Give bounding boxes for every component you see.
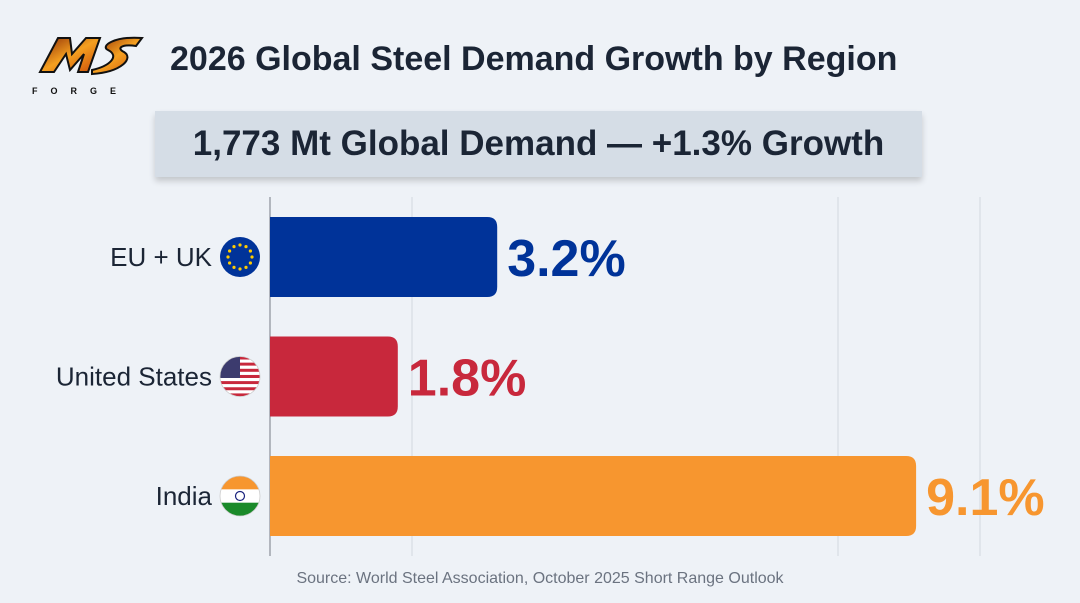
eu-flag-icon [220, 237, 260, 277]
flag-star [248, 261, 252, 265]
flag-body [220, 476, 260, 516]
category-label: United States [56, 362, 212, 392]
flag-star [238, 267, 242, 271]
flag-border [219, 475, 261, 517]
value-label: 3.2% [507, 230, 626, 288]
bar-india [270, 456, 917, 536]
svg-text:FORGE: FORGE [32, 86, 129, 96]
flag-canton [220, 356, 240, 378]
category-label: EU + UK [110, 242, 213, 272]
ms-forge-logo: FORGE [32, 36, 144, 96]
flag-star [244, 265, 248, 269]
flag-star [232, 265, 236, 269]
flag-star [228, 249, 232, 253]
category-label: India [156, 481, 213, 511]
source-note: Source: World Steel Association, October… [296, 570, 784, 587]
flag-band [220, 489, 260, 503]
bar-united-states [270, 336, 398, 417]
flag-band [220, 502, 260, 516]
flag-chakra [234, 490, 246, 502]
value-label: 9.1% [926, 469, 1045, 527]
banner-text: 1,773 Mt Global Demand — +1.3% Growth [192, 124, 885, 163]
flag-bg [220, 237, 260, 277]
india-flag-icon [219, 475, 261, 517]
us-flag-icon [219, 356, 261, 397]
flag-star [244, 245, 248, 249]
bar-eu-uk [270, 217, 498, 297]
value-label: 1.8% [408, 350, 527, 408]
flag-stripe [220, 384, 260, 388]
flag-stripe [220, 378, 260, 382]
flag-stripe [220, 381, 260, 385]
flag-stripe [220, 387, 260, 391]
flag-stripe [220, 393, 260, 397]
flag-star [232, 245, 236, 249]
flag-border [219, 356, 261, 397]
flag-star [226, 255, 230, 259]
flag-star [250, 255, 254, 259]
chart-title: 2026 Global Steel Demand Growth by Regio… [170, 40, 898, 78]
flag-star [228, 261, 232, 265]
summary-banner: 1,773 Mt Global Demand — +1.3% Growth [155, 111, 922, 177]
flag-star [238, 243, 242, 247]
flag-body [220, 356, 260, 397]
flag-star [248, 249, 252, 253]
flag-stripe [220, 390, 260, 394]
flag-band [220, 476, 260, 490]
